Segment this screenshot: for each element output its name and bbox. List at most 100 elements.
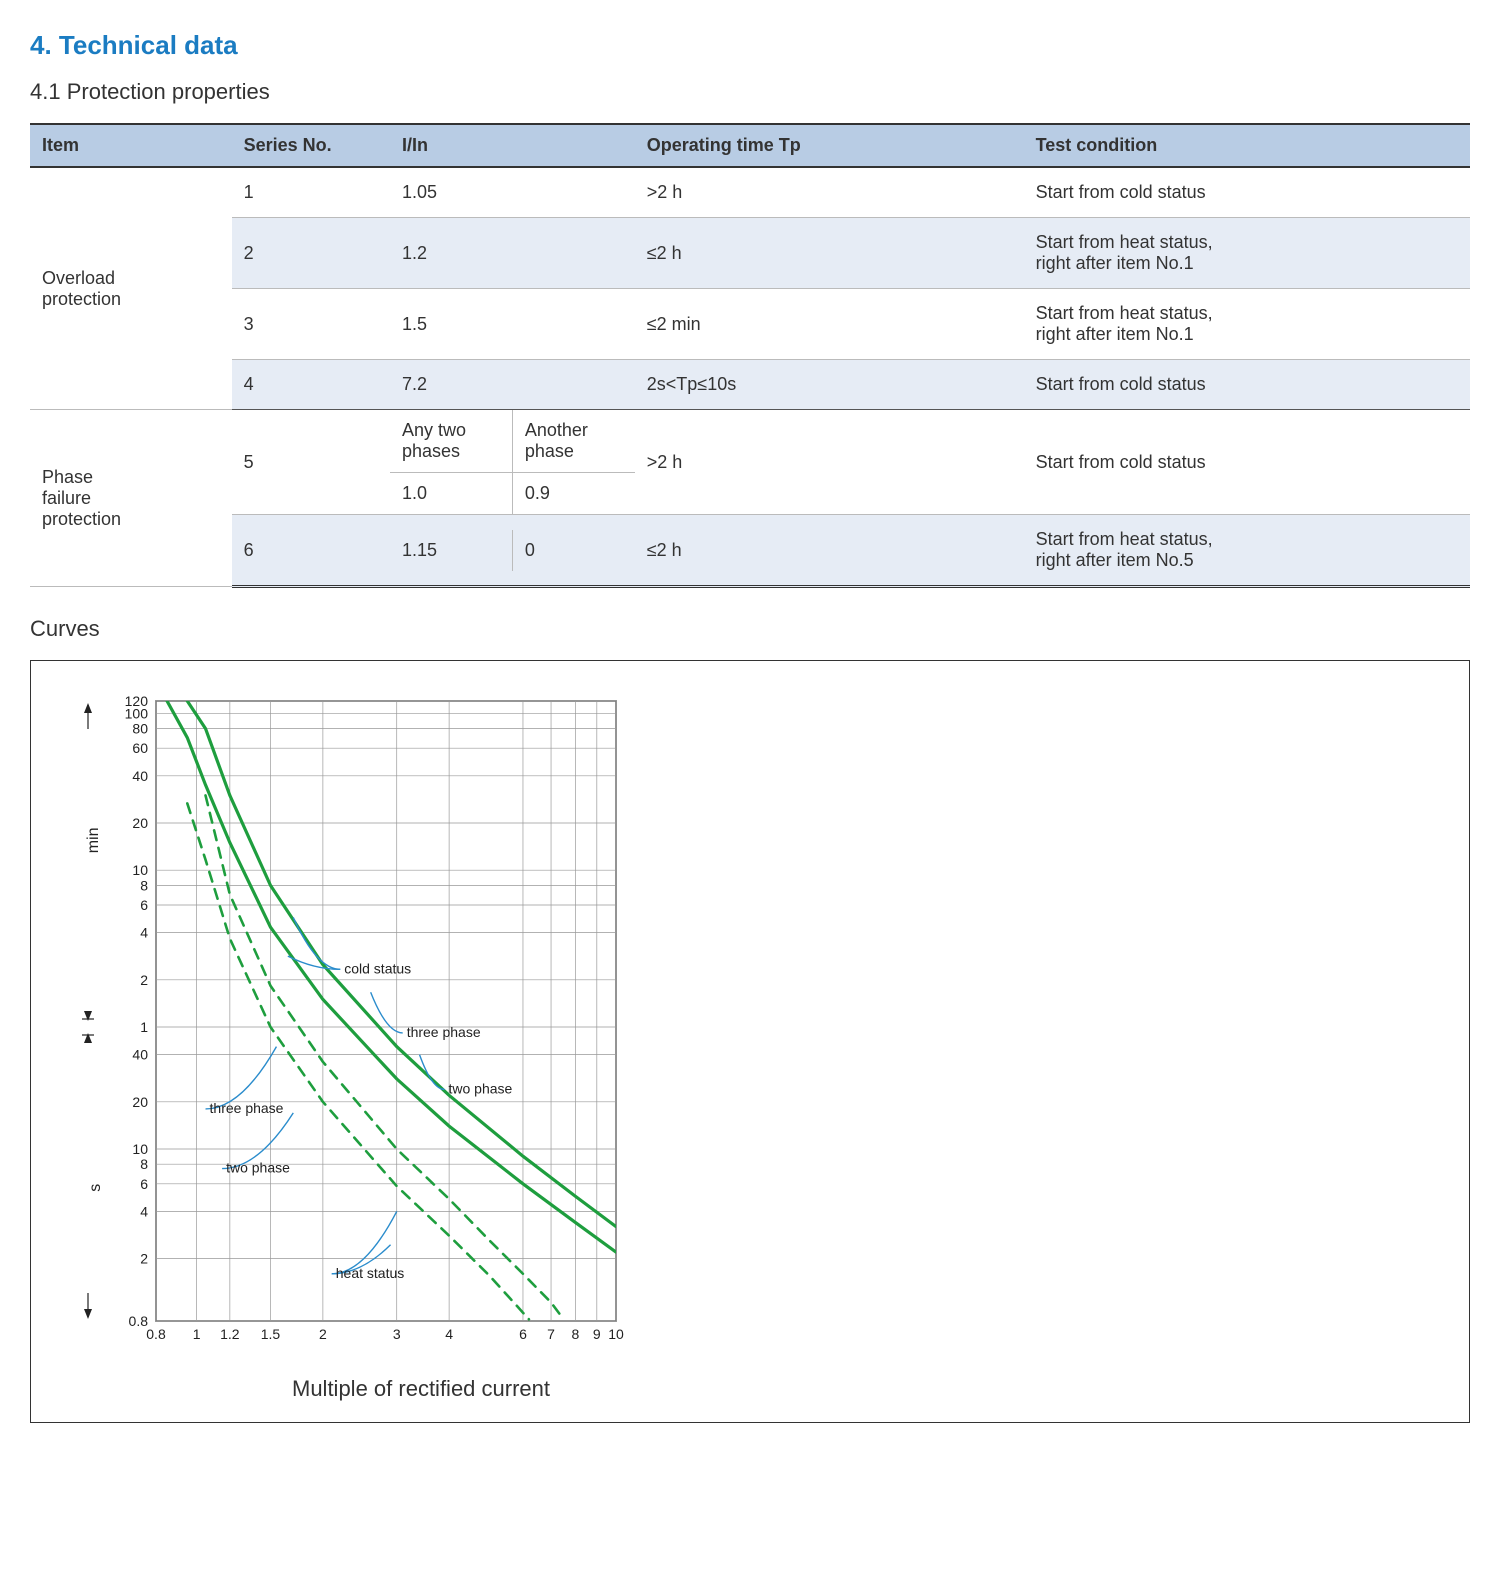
section-title-text: Technical data [59,30,238,60]
section-number: 4. [30,30,52,60]
col-header: Series No. [232,124,390,167]
cell-text: ≤2 h [647,540,682,560]
tp-cell: ≤2 h [635,515,1024,587]
series-cell: 2 [232,218,390,289]
table-row: 4 7.2 2s<Tp≤10s Start from cold status [30,360,1470,410]
series-cell: 5 [232,410,390,515]
svg-text:4: 4 [140,925,148,941]
curves-chart-frame: 0.811.21.52346789100.8246810204012468102… [30,660,1470,1423]
svg-text:40: 40 [132,768,148,784]
col-header: I/In [390,124,635,167]
series-cell: 4 [232,360,390,410]
table-row: 6 1.150 ≤2 h Start from heat status, right … [30,515,1470,587]
svg-text:3: 3 [393,1326,401,1342]
cell-text: >2 h [647,452,683,472]
table-row: 21.2≤2 hStart from heat status, right af… [30,218,1470,289]
svg-text:three phase: three phase [210,1100,284,1116]
svg-text:2: 2 [140,1251,148,1267]
svg-text:4: 4 [445,1326,453,1342]
svg-text:10: 10 [608,1326,624,1342]
tp-cell: >2 h [635,167,1024,218]
svg-text:1.2: 1.2 [220,1326,240,1342]
tp-cell: ≤2 min [635,289,1024,360]
cell-text: 3 [244,314,254,334]
cell-text: Start from cold status [1036,182,1206,202]
test-cell: Start from heat status, right after item… [1024,218,1470,289]
svg-text:4: 4 [140,1203,148,1219]
test-cell: Start from heat status, right after item… [1024,289,1470,360]
cell-text: Start from cold status [1036,374,1206,394]
svg-text:2: 2 [140,972,148,988]
item-cell: Phase failure protection [30,410,232,587]
series-cell: 6 [232,515,390,587]
cell-text: 2s<Tp≤10s [647,374,736,394]
svg-text:two phase: two phase [449,1080,513,1096]
svg-text:cold status: cold status [344,960,411,976]
cell-text: 1 [244,182,254,202]
iin-cell: Any two phasesAnother phase1.00.9 [390,410,635,515]
series-cell: 1 [232,167,390,218]
svg-text:8: 8 [571,1326,579,1342]
test-cell: Start from cold status [1024,410,1470,515]
cell-text: 1.05 [402,182,437,202]
cell-text: ≤2 min [647,314,701,334]
cell-text: 5 [244,452,254,472]
test-cell: Start from cold status [1024,167,1470,218]
table-row: Overload protection11.05>2 hStart from c… [30,167,1470,218]
svg-text:two phase: two phase [226,1160,290,1176]
cell-text: Start from heat status, right after item… [1036,303,1213,344]
svg-text:10: 10 [132,862,148,878]
svg-text:1.5: 1.5 [261,1326,281,1342]
svg-text:8: 8 [140,877,148,893]
svg-text:60: 60 [132,740,148,756]
iin-cell: 1.150 [390,515,635,587]
section-heading: 4. Technical data [30,30,1470,61]
test-cell: Start from cold status [1024,360,1470,410]
svg-text:20: 20 [132,1094,148,1110]
svg-text:8: 8 [140,1156,148,1172]
svg-text:6: 6 [140,1176,148,1192]
svg-text:6: 6 [519,1326,527,1342]
series-cell: 3 [232,289,390,360]
subsection-number: 4.1 [30,79,61,104]
iin-cell: 7.2 [390,360,635,410]
svg-text:2: 2 [319,1326,327,1342]
cell-text: Start from cold status [1036,452,1206,472]
svg-text:6: 6 [140,897,148,913]
svg-text:1: 1 [193,1326,201,1342]
table-row: 31.5≤2 minStart from heat status, right … [30,289,1470,360]
cell-text: >2 h [647,182,683,202]
cell-text: 7.2 [402,374,427,394]
curves-heading: Curves [30,616,1470,642]
svg-text:9: 9 [593,1326,601,1342]
iin-cell: 1.05 [390,167,635,218]
svg-text:120: 120 [125,693,149,709]
cell-text: 6 [244,540,254,560]
svg-text:three phase: three phase [407,1024,481,1040]
col-header: Test condition [1024,124,1470,167]
cell-text: Start from heat status, right after item… [1036,232,1213,273]
item-cell: Overload protection [30,167,232,410]
cell-text: ≤2 h [647,243,682,263]
svg-text:40: 40 [132,1047,148,1063]
protection-properties-table: ItemSeries No.I/InOperating time TpTest … [30,123,1470,588]
svg-text:s: s [87,1184,104,1192]
test-cell: Start from heat status, right after item… [1024,515,1470,587]
svg-text:7: 7 [547,1326,555,1342]
subsection-title-text: Protection properties [67,79,270,104]
x-axis-label: Multiple of rectified current [141,1376,701,1402]
cell-text: 4 [244,374,254,394]
svg-text:min: min [85,828,102,854]
svg-text:10: 10 [132,1141,148,1157]
tp-cell: >2 h [635,410,1024,515]
svg-text:80: 80 [132,721,148,737]
svg-text:1: 1 [140,1019,148,1035]
tp-cell: 2s<Tp≤10s [635,360,1024,410]
svg-text:0.8: 0.8 [146,1326,166,1342]
tp-cell: ≤2 h [635,218,1024,289]
tripping-curve-chart: 0.811.21.52346789100.8246810204012468102… [71,691,626,1353]
cell-text: 2 [244,243,254,263]
svg-text:0.8: 0.8 [129,1313,149,1329]
table-row: Phase failure protection5Any two phasesA… [30,410,1470,515]
col-header: Item [30,124,232,167]
